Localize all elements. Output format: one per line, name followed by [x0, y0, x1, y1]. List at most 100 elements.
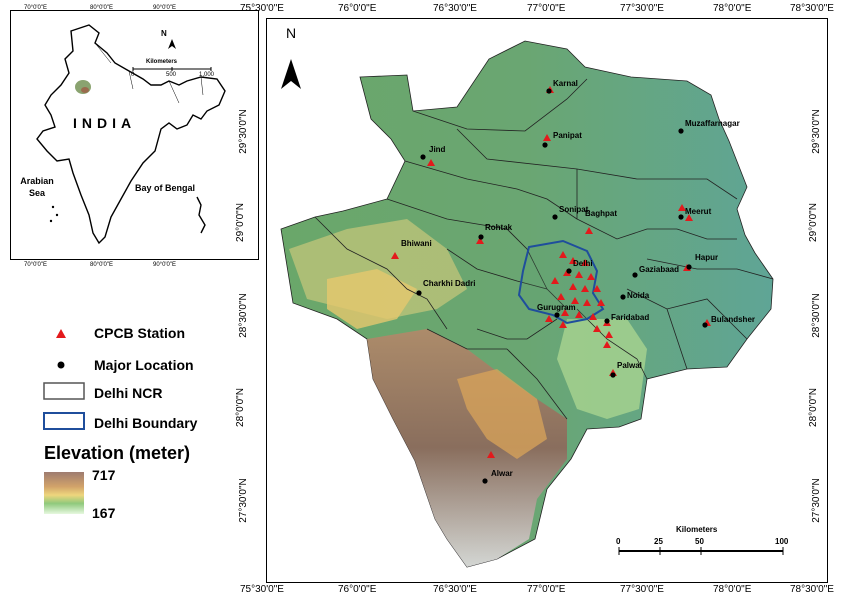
inset-country-label: INDIA: [73, 115, 137, 131]
location-dot: [678, 214, 684, 220]
inset-lat-label: 30°0'0"N: [0, 67, 2, 90]
place-label: Bulandsher: [711, 315, 756, 324]
lat-label-left: 28°0'0"N: [234, 388, 246, 427]
location-dot: [610, 372, 616, 378]
cpcb-station: [605, 331, 613, 338]
location-dot: [632, 272, 638, 278]
lon-label-bottom: 76°0'0"E: [338, 584, 377, 595]
cpcb-station: [603, 341, 611, 348]
place-label: Faridabad: [611, 313, 650, 322]
lon-label-top: 77°30'0"E: [620, 3, 664, 14]
cpcb-station: [569, 283, 577, 290]
location-dot: [678, 128, 684, 134]
legend-label: CPCB Station: [94, 325, 185, 341]
elevation-ramp: [44, 472, 84, 514]
inset-scale-label-0: 0: [131, 72, 135, 78]
south-east-light: [557, 319, 647, 419]
cpcb-station: [587, 273, 595, 280]
lat-label-left: 29°30'0"N: [237, 109, 249, 154]
cpcb-station: [571, 297, 579, 304]
location-dot: [478, 234, 484, 240]
lat-label-right: 28°0'0"N: [807, 388, 819, 427]
lat-label-right: 29°0'0"N: [807, 203, 819, 242]
cpcb-station: [593, 285, 601, 292]
place-label: Gurugram: [537, 303, 576, 312]
inset-north-letter: N: [161, 29, 167, 38]
cpcb-station: [557, 293, 565, 300]
cpcb-station: [685, 214, 693, 221]
lat-label-left: 28°30'0"N: [237, 293, 249, 338]
location-dot: [604, 318, 610, 324]
delhi-boundary: [517, 239, 605, 325]
scale-bar: [618, 547, 784, 555]
legend-ncr-symbol: [43, 382, 85, 400]
cpcb-station: [487, 451, 495, 458]
inset-lon-label: 70°0'0"E: [24, 262, 48, 268]
lat-label-right: 28°30'0"N: [810, 293, 822, 338]
india-outline: [36, 24, 226, 245]
lon-label-bottom: 78°30'0"E: [790, 584, 834, 595]
lat-label-left: 29°0'0"N: [234, 203, 246, 242]
cpcb-station: [561, 309, 569, 316]
cpcb-station: [543, 134, 551, 141]
cpcb-station: [559, 321, 567, 328]
location-dot: [420, 154, 426, 160]
inset-north-arrow: [168, 39, 176, 49]
cpcb-station: [575, 311, 583, 318]
inset-lat-label: 10°0'0"N: [0, 207, 2, 230]
legend-label: Delhi NCR: [94, 385, 163, 401]
district-boundaries: [314, 78, 774, 420]
inset-scale-label-500: 500: [166, 72, 177, 78]
place-label: Hapur: [695, 253, 719, 262]
legend-label: Major Location: [94, 357, 194, 373]
inset-lat-label: 20°0'0"N: [0, 139, 2, 162]
inset-bay-of-bengal: Bay of Bengal: [135, 183, 196, 193]
place-label: Karnal: [553, 79, 578, 88]
cpcb-station: [589, 313, 597, 320]
scale-label: 50: [695, 537, 704, 546]
legend-location-symbol: [57, 361, 65, 369]
cpcb-station: [583, 299, 591, 306]
location-dot: [546, 88, 552, 94]
inset-lon-label: 80°0'0"E: [90, 262, 114, 268]
cpcb-station: [678, 204, 686, 211]
location-dot: [554, 312, 560, 318]
lon-label-top: 78°0'0"E: [713, 3, 752, 14]
place-label: Charkhi Dadri: [423, 279, 476, 288]
cpcb-station: [391, 252, 399, 259]
north-arrow: [281, 59, 301, 89]
inset-scale-title: Kilometers: [146, 59, 178, 65]
location-dot: [686, 264, 692, 270]
cpcb-station: [569, 257, 577, 264]
lon-label-top: 75°30'0"E: [240, 3, 284, 14]
inset-islands: [49, 196, 206, 234]
legend-delhi-symbol: [43, 412, 85, 430]
cpcb-station: [575, 271, 583, 278]
cpcb-station: [545, 315, 553, 322]
lon-label-bottom: 76°30'0"E: [433, 584, 477, 595]
inset-lon-label: 90°0'0"E: [153, 5, 177, 11]
elevation-title: Elevation (meter): [44, 443, 191, 463]
cpcb-station: [593, 325, 601, 332]
lat-label-left: 27°30'0"N: [237, 478, 249, 523]
cpcb-station: [476, 237, 484, 244]
place-label: Baghpat: [585, 209, 617, 218]
elevation-max-label: 717: [92, 467, 116, 483]
cpcb-station: [559, 251, 567, 258]
place-label: Meerut: [685, 207, 712, 216]
scale-title: Kilometers: [676, 525, 718, 534]
location-dot: [542, 142, 548, 148]
place-label: Panipat: [553, 131, 582, 140]
inset-lon-label: 70°0'0"E: [24, 5, 48, 11]
cpcb-station: [551, 277, 559, 284]
elevation-min-label: 167: [92, 505, 116, 521]
lat-label-right: 29°30'0"N: [810, 109, 822, 154]
lon-label-bottom: 77°0'0"E: [527, 584, 566, 595]
cpcb-station: [581, 259, 589, 266]
legend-label: Delhi Boundary: [94, 415, 198, 431]
lon-label-top: 78°30'0"E: [790, 3, 834, 14]
cpcb-station: [597, 299, 605, 306]
location-dot: [566, 268, 572, 274]
cpcb-station: [581, 285, 589, 292]
place-label: Alwar: [491, 469, 513, 478]
